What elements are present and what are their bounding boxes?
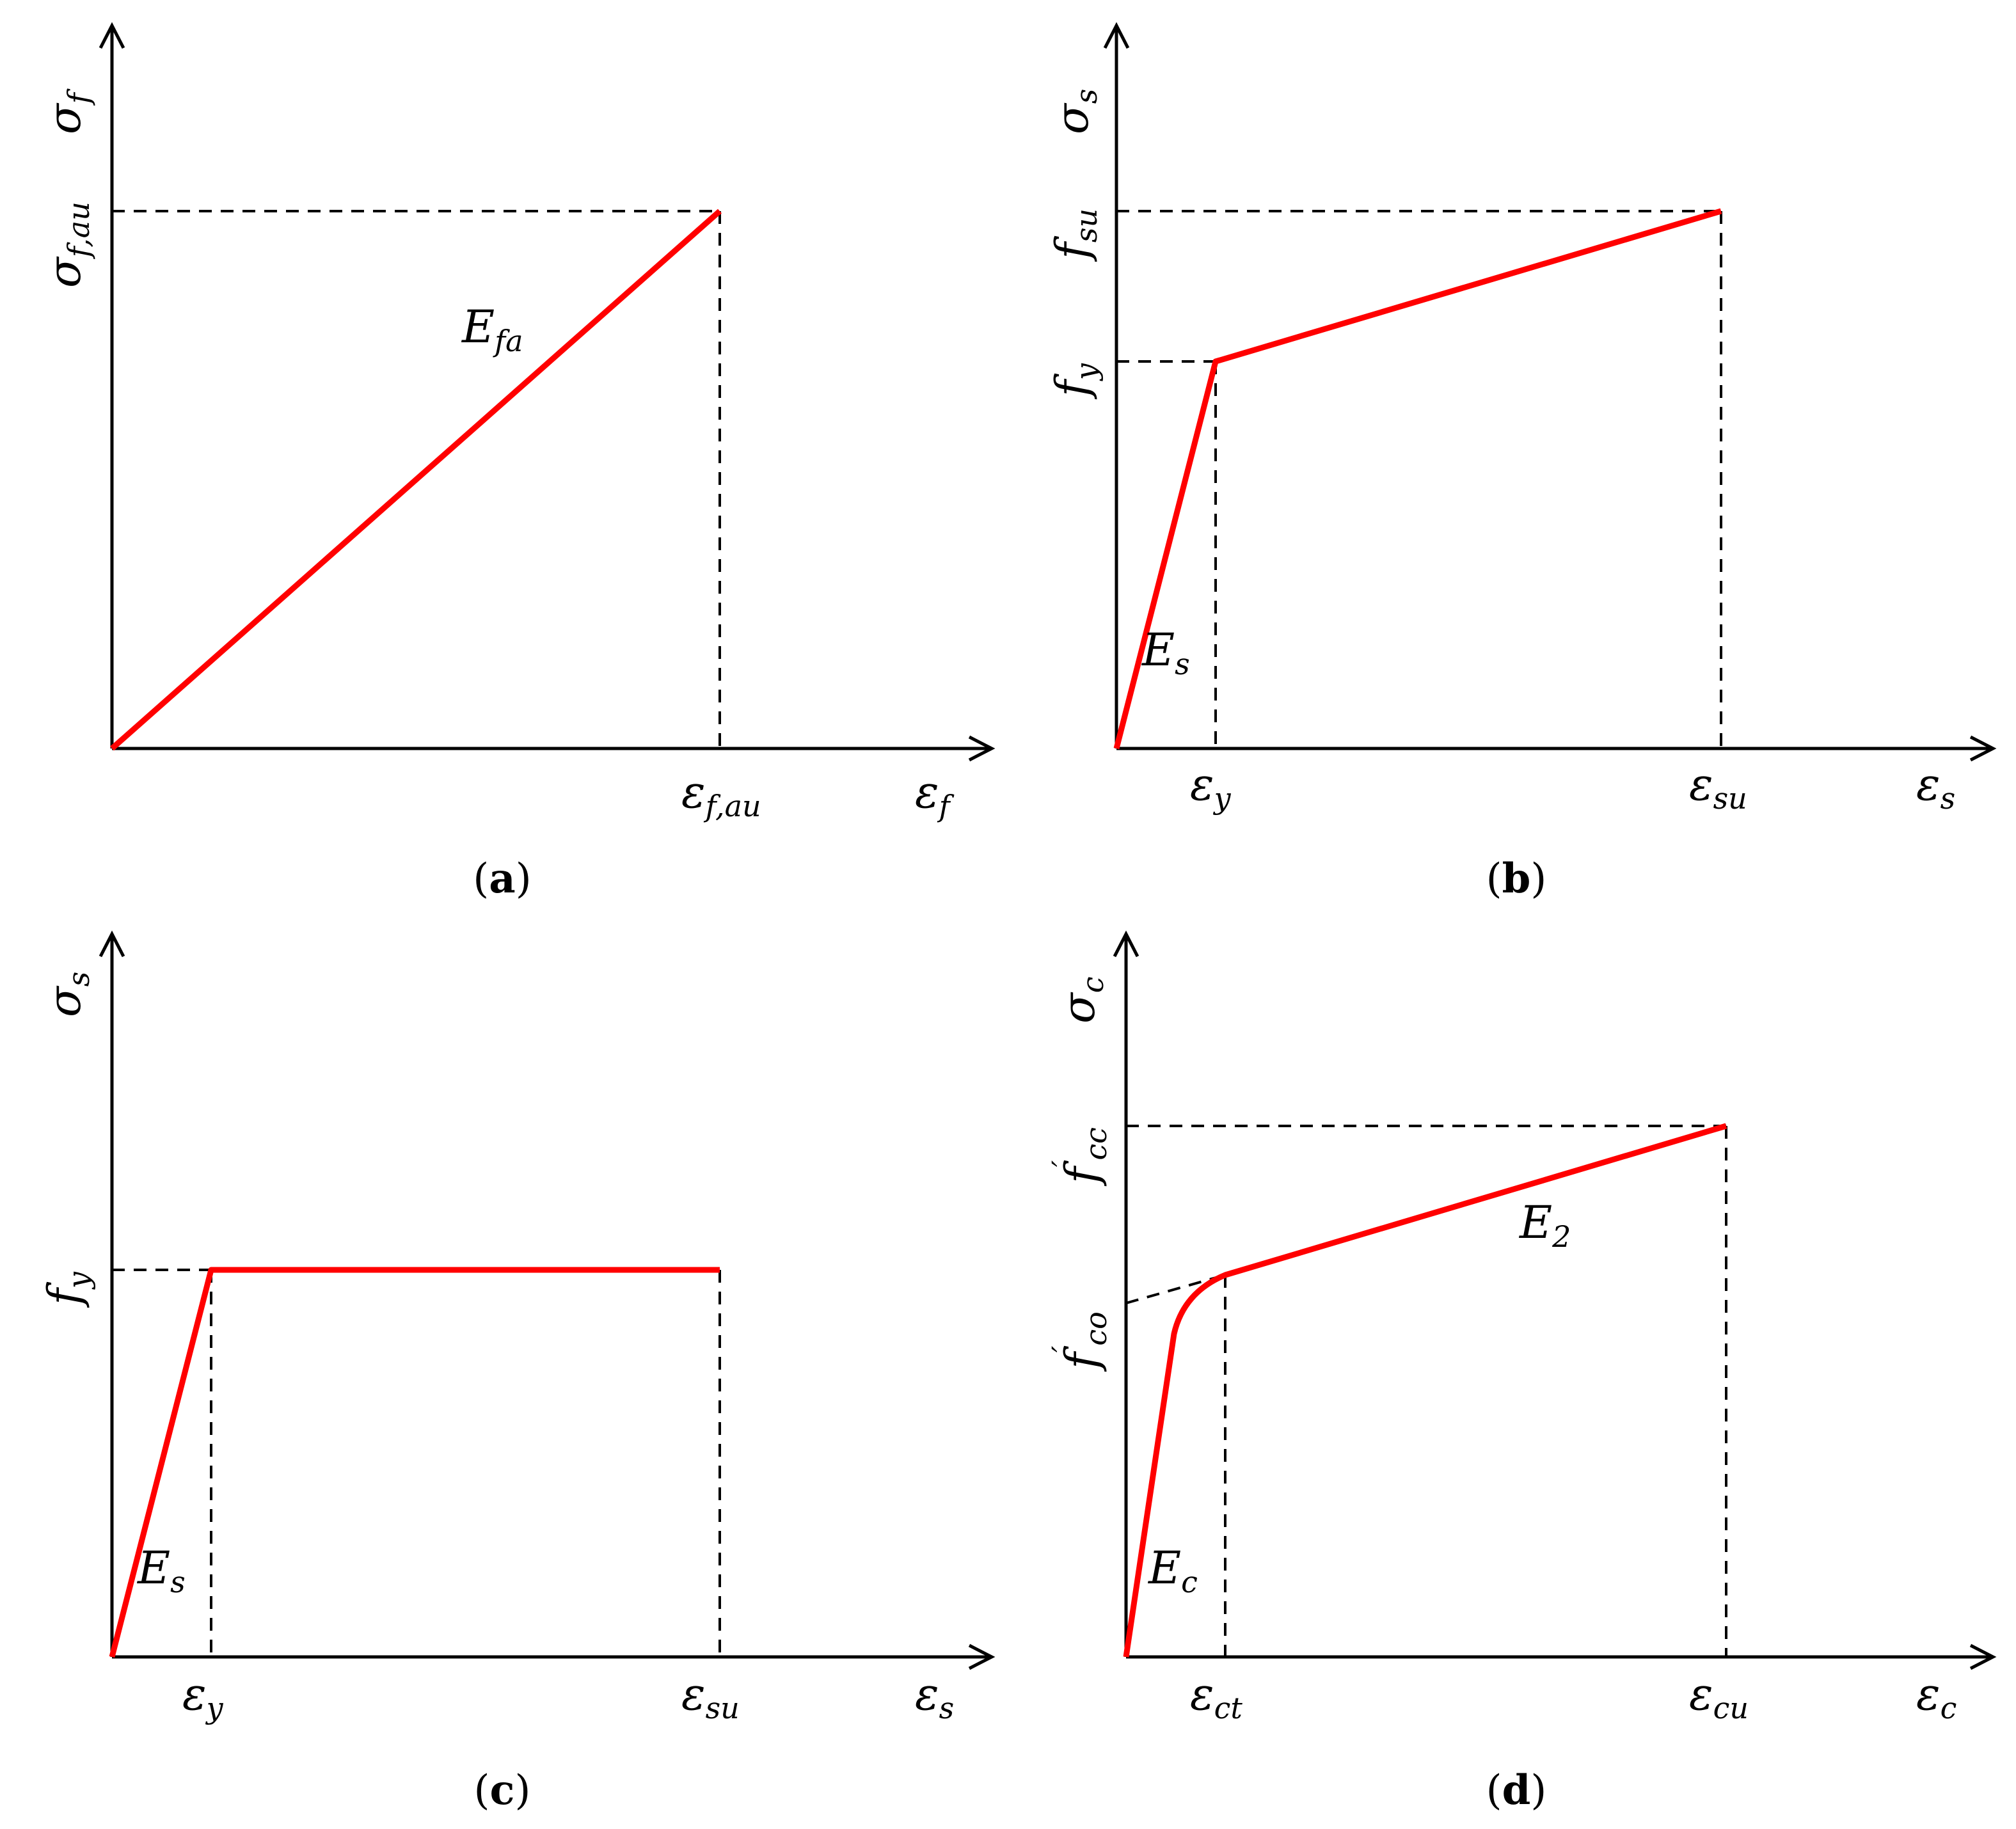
slope-label-e2: E2 [1518, 1196, 1571, 1254]
panel-b: σs fsu fy εy εsu εs Es (b) [1046, 22, 1997, 903]
elastic-plastic-curve [109, 1267, 720, 1658]
x-tick-label-ey: εy [182, 1668, 224, 1725]
y-axis-label: σc [1052, 976, 1110, 1024]
x-axis-arrow [968, 1643, 996, 1670]
y-tick-label-fy: fy [1046, 363, 1104, 400]
panel-d: σc f′cc f′co εct εcu εc Ec E2 (d) [1045, 930, 1997, 1814]
panel-a: σf σf,au εf,au εf Efa (a) [38, 22, 996, 903]
confined-concrete-curve [1123, 1123, 1727, 1658]
y-tick-label-fsu: fsu [1046, 209, 1104, 262]
y-tick-label-fcc: f′cc [1045, 1127, 1113, 1187]
x-tick-label-esu: εsu [681, 1668, 740, 1725]
slope-label-ec: Ec [1147, 1542, 1198, 1599]
y-tick-label-fy: fy [38, 1271, 96, 1308]
y-axis-arrow [1103, 22, 1130, 49]
x-axis-arrow [1969, 1643, 1997, 1670]
x-axis-label: εs [915, 1668, 954, 1725]
y-axis-arrow [1113, 930, 1139, 958]
y-axis-label: σs [1046, 89, 1104, 134]
x-tick-label-ect: εct [1190, 1668, 1242, 1725]
y-axis-label: σf [38, 88, 96, 134]
x-tick-label-ecu: εcu [1689, 1668, 1749, 1725]
x-tick-label: εf,au [681, 766, 761, 823]
x-axis-label: εc [1916, 1668, 1956, 1725]
caption-a: (a) [473, 855, 531, 903]
y-axis-arrow [99, 930, 125, 958]
y-axis-label: σs [38, 972, 96, 1017]
slope-label: Es [136, 1542, 186, 1599]
x-axis-label: εf [915, 766, 955, 823]
caption-d: (d) [1486, 1766, 1547, 1814]
x-axis-arrow [1969, 735, 1997, 762]
y-tick-label: σf,au [38, 202, 96, 288]
x-tick-label-ey: εy [1190, 758, 1232, 816]
x-axis-label: εs [1916, 758, 1955, 816]
guide-extension-fco [1125, 1274, 1226, 1304]
bilinear-curve [1113, 208, 1722, 750]
caption-b: (b) [1486, 855, 1547, 903]
y-tick-label-fco: f′co [1045, 1311, 1113, 1372]
slope-label: Es [1141, 624, 1190, 681]
y-axis-arrow [99, 22, 125, 49]
x-axis-arrow [968, 735, 996, 762]
linear-curve [110, 209, 722, 751]
caption-c: (c) [474, 1766, 531, 1814]
panel-c: σs fy εy εsu εs Es (c) [38, 930, 996, 1814]
x-tick-label-esu: εsu [1689, 758, 1747, 816]
slope-label: Efa [461, 301, 523, 358]
